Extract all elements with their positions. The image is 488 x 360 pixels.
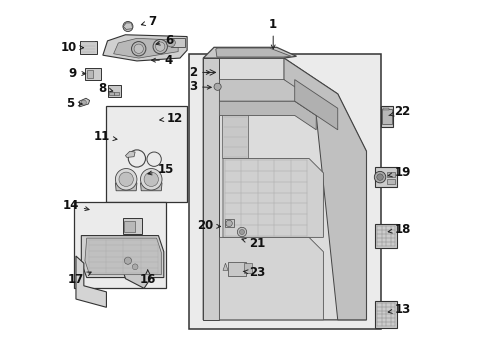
Polygon shape <box>203 58 366 320</box>
Bar <box>188 54 380 329</box>
Text: 19: 19 <box>387 166 410 179</box>
Polygon shape <box>123 23 132 30</box>
Text: 1: 1 <box>268 18 277 49</box>
Circle shape <box>376 174 383 180</box>
Bar <box>386 179 394 184</box>
Text: 15: 15 <box>147 163 174 176</box>
Polygon shape <box>284 58 366 320</box>
Text: 6: 6 <box>156 34 173 48</box>
Polygon shape <box>223 263 227 270</box>
Polygon shape <box>119 249 151 288</box>
Bar <box>380 106 392 127</box>
Polygon shape <box>115 183 137 191</box>
Text: 5: 5 <box>66 98 82 111</box>
Circle shape <box>166 39 175 47</box>
Bar <box>122 218 142 234</box>
Polygon shape <box>223 158 323 237</box>
Circle shape <box>132 264 138 270</box>
Polygon shape <box>140 183 162 191</box>
Polygon shape <box>294 80 337 130</box>
Text: 3: 3 <box>189 80 211 93</box>
Polygon shape <box>222 116 247 158</box>
Bar <box>85 68 101 80</box>
Circle shape <box>115 168 137 190</box>
Text: 8: 8 <box>98 82 113 95</box>
Bar <box>80 41 97 54</box>
Polygon shape <box>219 237 323 320</box>
Bar <box>114 92 119 95</box>
Circle shape <box>124 257 131 264</box>
Text: 23: 23 <box>243 266 264 279</box>
Bar <box>86 70 93 78</box>
Text: 9: 9 <box>69 67 85 80</box>
Polygon shape <box>219 101 316 130</box>
Text: 13: 13 <box>387 303 410 316</box>
Circle shape <box>225 220 232 226</box>
Bar <box>244 263 252 273</box>
Polygon shape <box>203 47 296 58</box>
Bar <box>375 301 396 328</box>
Bar <box>375 224 396 248</box>
Circle shape <box>140 168 162 190</box>
Circle shape <box>122 22 133 32</box>
Polygon shape <box>203 58 219 320</box>
Polygon shape <box>224 220 233 227</box>
Bar <box>107 85 121 97</box>
Circle shape <box>214 83 221 90</box>
Text: 7: 7 <box>141 15 156 28</box>
Text: 22: 22 <box>388 105 410 118</box>
Bar <box>74 202 165 288</box>
Polygon shape <box>125 151 135 157</box>
Polygon shape <box>85 238 161 275</box>
Polygon shape <box>219 80 316 116</box>
Bar <box>375 167 396 187</box>
Text: 21: 21 <box>242 237 264 250</box>
Bar <box>382 108 388 111</box>
Bar <box>382 109 391 125</box>
Text: 2: 2 <box>189 66 210 79</box>
Bar <box>228 262 245 276</box>
Circle shape <box>144 172 158 186</box>
Circle shape <box>155 42 164 51</box>
Circle shape <box>134 44 143 53</box>
Bar <box>124 221 135 232</box>
Polygon shape <box>81 235 163 278</box>
Circle shape <box>373 171 385 183</box>
Polygon shape <box>76 256 106 307</box>
Circle shape <box>81 100 86 105</box>
Text: 17: 17 <box>67 272 91 286</box>
Circle shape <box>239 229 244 234</box>
Polygon shape <box>113 39 178 58</box>
Text: 20: 20 <box>196 219 220 233</box>
Text: 18: 18 <box>387 223 410 236</box>
Polygon shape <box>102 35 187 61</box>
Circle shape <box>237 227 246 237</box>
Text: 12: 12 <box>160 112 182 125</box>
Text: 16: 16 <box>140 270 156 286</box>
Text: 14: 14 <box>62 199 89 212</box>
Text: 10: 10 <box>61 41 83 54</box>
Bar <box>171 39 184 47</box>
Circle shape <box>119 172 133 186</box>
Polygon shape <box>80 98 89 107</box>
Text: 11: 11 <box>94 130 117 144</box>
Text: 4: 4 <box>151 54 173 67</box>
Bar <box>109 92 114 95</box>
Bar <box>106 107 187 202</box>
Polygon shape <box>215 48 290 57</box>
Bar <box>386 172 394 177</box>
